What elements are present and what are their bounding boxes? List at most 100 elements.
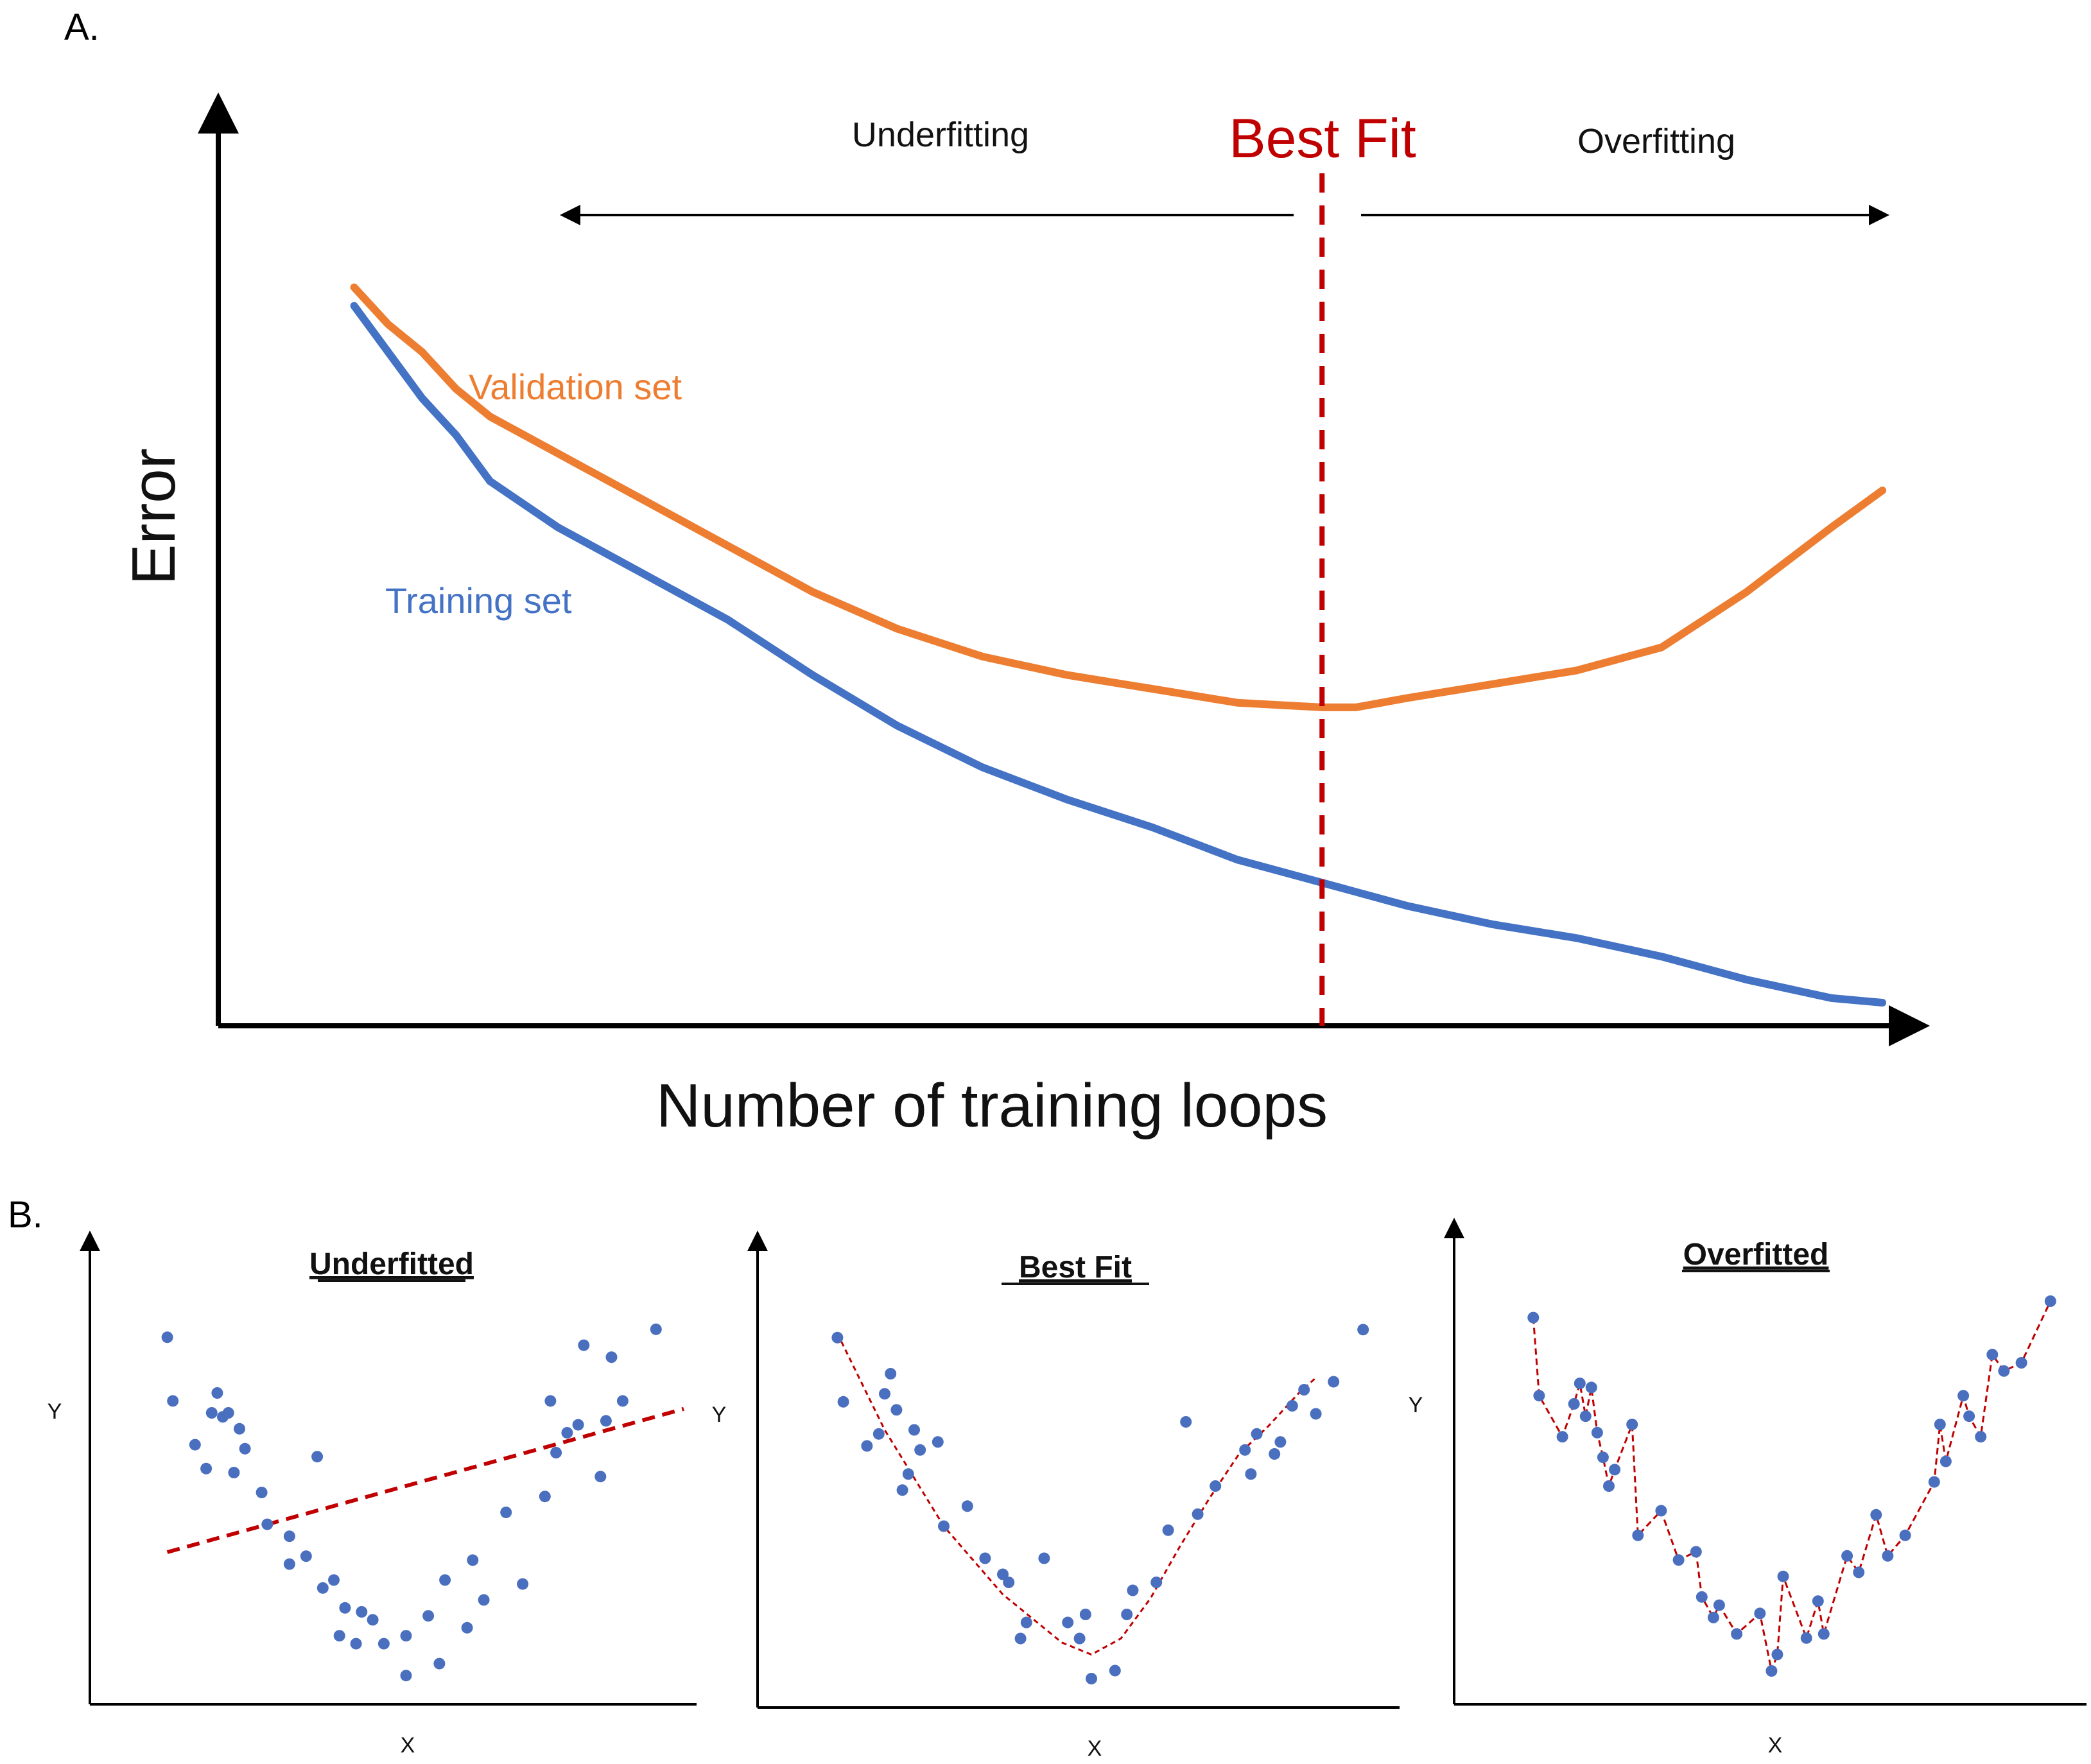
data-point [1585, 1381, 1597, 1394]
linear-fit-line [166, 1406, 684, 1554]
data-point [1150, 1577, 1163, 1588]
data-point [1591, 1426, 1603, 1439]
data-point [616, 1395, 629, 1407]
y-axis-label: Error [119, 448, 188, 585]
data-point [1109, 1665, 1121, 1677]
data-point [1192, 1508, 1204, 1520]
data-point [1162, 1524, 1174, 1536]
data-point [1079, 1609, 1091, 1620]
data-point [1603, 1480, 1615, 1492]
data-point [1274, 1436, 1287, 1448]
data-point [1239, 1444, 1251, 1456]
data-point [228, 1467, 240, 1478]
data-point [1568, 1398, 1580, 1410]
data-point [961, 1500, 973, 1512]
data-point [1766, 1665, 1778, 1677]
data-point [517, 1578, 529, 1590]
data-point [300, 1550, 312, 1562]
data-point [572, 1419, 584, 1431]
data-point [161, 1331, 173, 1344]
data-point [167, 1395, 179, 1407]
data-point [1632, 1529, 1644, 1541]
data-point [367, 1614, 379, 1626]
data-point [439, 1574, 451, 1586]
data-point [1328, 1376, 1340, 1388]
data-point [908, 1424, 920, 1436]
data-point [1533, 1390, 1545, 1402]
training-series-label: Training set [385, 580, 572, 621]
data-point [433, 1657, 446, 1670]
data-point [1062, 1616, 1074, 1629]
data-point [1754, 1607, 1766, 1620]
data-point [478, 1594, 490, 1606]
data-point [500, 1507, 512, 1518]
data-point [1597, 1451, 1609, 1464]
data-point [350, 1638, 362, 1650]
data-point [400, 1630, 412, 1642]
data-point [261, 1518, 273, 1530]
data-point [1771, 1648, 1783, 1661]
data-point [377, 1638, 390, 1650]
data-point [1899, 1529, 1911, 1541]
data-point [1655, 1505, 1667, 1517]
subchart-title: Best Fit [1019, 1250, 1132, 1284]
data-point [550, 1447, 562, 1458]
data-point [594, 1471, 607, 1483]
data-point [1818, 1628, 1830, 1640]
training-series-line [350, 302, 1887, 1007]
data-point [1086, 1673, 1097, 1684]
data-point [1957, 1390, 1970, 1402]
data-point [885, 1368, 897, 1379]
data-point [650, 1323, 662, 1335]
data-point [239, 1442, 251, 1455]
sub-x-axis-label: X [1768, 1733, 1783, 1758]
subchart-title: Overfitted [1683, 1238, 1829, 1272]
data-point [1939, 1455, 1952, 1467]
data-point [544, 1395, 557, 1407]
validation-series-line [350, 283, 1887, 711]
data-point [1690, 1546, 1702, 1558]
data-point [422, 1610, 435, 1622]
data-point [1963, 1410, 1975, 1422]
data-point [1934, 1419, 1946, 1430]
data-point [339, 1602, 351, 1614]
data-point [461, 1621, 473, 1634]
data-point [938, 1520, 950, 1532]
data-point [205, 1407, 218, 1419]
data-point [1986, 1349, 1999, 1361]
data-point [1038, 1552, 1050, 1564]
data-point [1014, 1632, 1027, 1645]
data-point [1707, 1611, 1719, 1623]
sub-y-axis-label: Y [712, 1403, 727, 1427]
data-point [979, 1552, 991, 1564]
data-point [200, 1462, 213, 1474]
data-point [896, 1484, 908, 1496]
data-point [1882, 1550, 1894, 1562]
data-point [2044, 1295, 2056, 1307]
data-point [1777, 1570, 1789, 1582]
data-point [1527, 1311, 1540, 1324]
data-point [1998, 1365, 2010, 1377]
data-point [234, 1422, 245, 1435]
overfit-line [1532, 1301, 2052, 1675]
data-point [1579, 1410, 1592, 1422]
panel-label-b: B. [8, 1194, 43, 1236]
data-point [467, 1554, 479, 1566]
data-point [997, 1568, 1009, 1580]
data-point [561, 1427, 573, 1439]
data-point [1310, 1408, 1322, 1420]
data-point [600, 1415, 612, 1427]
subchart-underfitted: Underfitted Y X [48, 1231, 697, 1758]
overfitting-label: Overfitting [1577, 122, 1735, 160]
data-point [311, 1451, 324, 1463]
data-point [1713, 1599, 1725, 1611]
subchart-overfitted: Overfitted Y X [1409, 1218, 2087, 1758]
data-point [1731, 1628, 1743, 1640]
data-point [914, 1444, 926, 1456]
data-point [333, 1630, 345, 1642]
data-point [283, 1530, 295, 1543]
data-point [1626, 1419, 1638, 1430]
data-point [1127, 1584, 1139, 1596]
data-point [1800, 1632, 1812, 1644]
